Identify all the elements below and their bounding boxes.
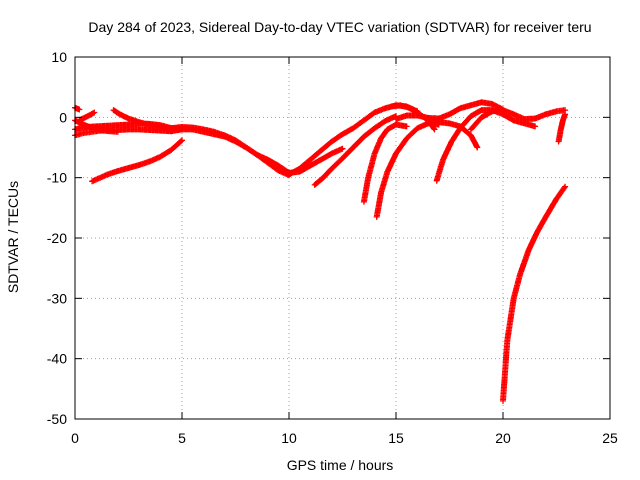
series-arc-6 — [89, 137, 185, 185]
y-tick-label: -50 — [47, 411, 67, 427]
series-arc-8 — [168, 124, 292, 179]
point-markers — [311, 113, 399, 188]
point-markers — [89, 137, 185, 185]
x-tick-label: 0 — [71, 430, 79, 446]
point-markers — [500, 183, 569, 404]
point-markers — [360, 121, 410, 205]
series-arc-17 — [467, 107, 569, 133]
y-tick-label: -20 — [47, 230, 67, 246]
series-arc-19 — [555, 111, 569, 145]
series-arc-11 — [360, 121, 410, 205]
chart-title: Day 284 of 2023, Sidereal Day-to-day VTE… — [88, 19, 591, 35]
x-tick-label: 25 — [602, 430, 618, 446]
series-arc-5 — [76, 109, 98, 124]
y-tick-label: -30 — [47, 290, 67, 306]
x-tick-label: 5 — [178, 430, 186, 446]
point-markers — [76, 109, 98, 124]
point-markers — [467, 107, 569, 133]
y-tick-label: 10 — [51, 49, 67, 65]
y-tick-label: -40 — [47, 351, 67, 367]
y-tick-label: -10 — [47, 170, 67, 186]
y-axis-label: SDTVAR / TECUs — [5, 181, 21, 293]
series-arc-10 — [311, 113, 399, 188]
x-axis-ticks: 0 5 10 15 20 25 — [71, 57, 618, 446]
series-arc-18 — [500, 183, 569, 404]
x-tick-label: 15 — [388, 430, 404, 446]
point-markers — [168, 124, 292, 179]
y-tick-label: 0 — [59, 109, 67, 125]
x-tick-label: 20 — [495, 430, 511, 446]
point-markers — [373, 120, 442, 220]
data-points — [72, 99, 569, 404]
x-axis-label: GPS time / hours — [287, 457, 394, 473]
x-tick-label: 10 — [281, 430, 297, 446]
series-arc-12 — [373, 120, 442, 220]
point-markers — [555, 111, 569, 145]
y-axis-ticks: -50 -40 -30 -20 -10 0 10 — [47, 49, 610, 427]
